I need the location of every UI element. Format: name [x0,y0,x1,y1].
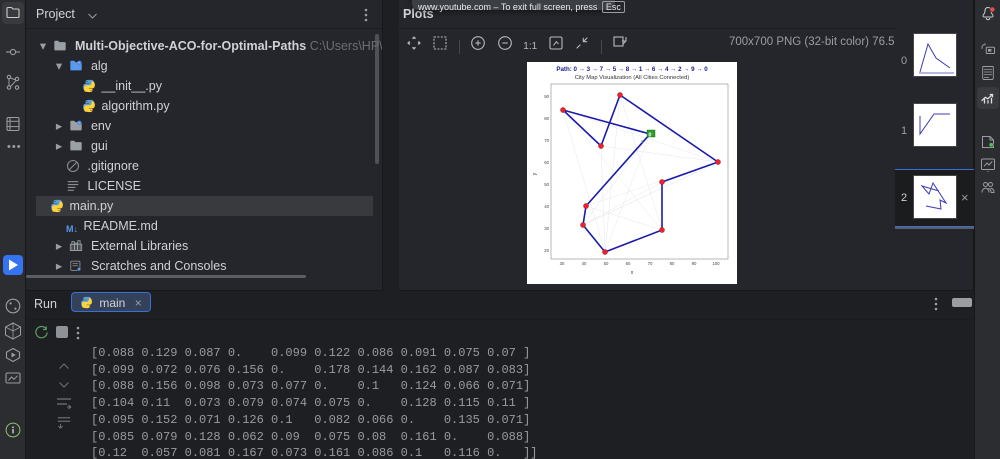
svg-text:50: 50 [604,261,609,266]
svg-text:50: 50 [544,182,549,187]
svg-text:70: 70 [544,138,549,143]
svg-text:City Map Visualization (All Ci: City Map Visualization (All Cities Conne… [575,75,690,81]
svg-text:30: 30 [544,226,549,231]
svg-text:30: 30 [560,261,565,266]
svg-text:80: 80 [670,261,675,266]
svg-text:x: x [631,270,634,276]
svg-text:90: 90 [544,94,549,99]
svg-text:y: y [532,172,538,175]
svg-text:Path: 0 → 3 → 7 → 5 → 8 → 1 →: Path: 0 → 3 → 7 → 5 → 8 → 1 → 6 → 4 → 2 … [556,66,708,73]
svg-text:0: 0 [649,132,652,138]
svg-text:60: 60 [544,160,549,165]
svg-text:60: 60 [626,261,631,266]
svg-text:20: 20 [544,248,549,253]
svg-text:40: 40 [544,204,549,209]
svg-text:40: 40 [582,261,587,266]
svg-text:100: 100 [712,261,720,266]
svg-text:80: 80 [544,116,549,121]
svg-text:90: 90 [692,261,697,266]
svg-text:70: 70 [648,261,653,266]
